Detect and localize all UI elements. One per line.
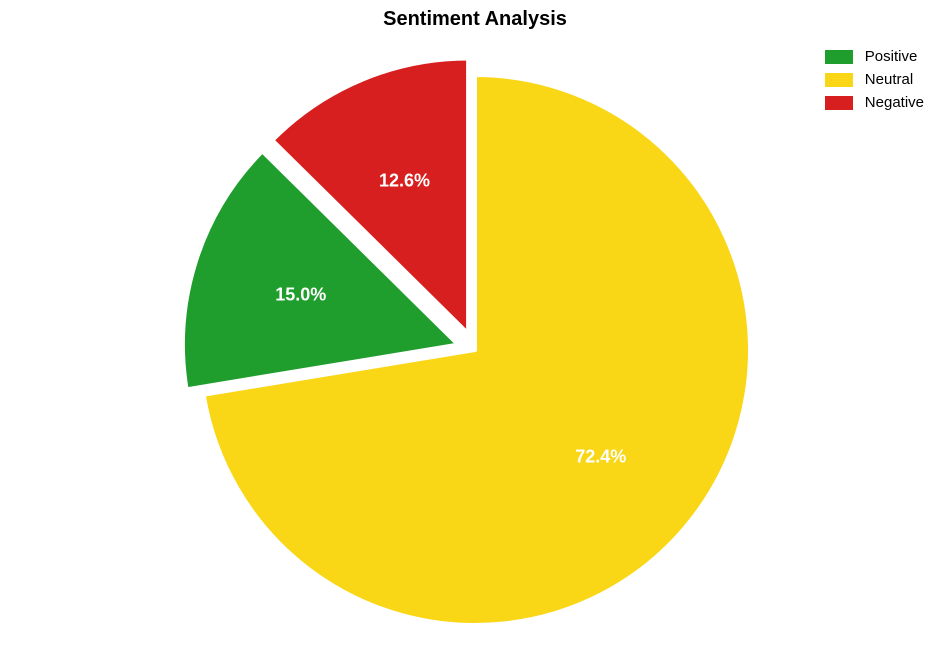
legend-item-neutral: Neutral — [825, 71, 924, 88]
pie-svg — [0, 0, 950, 662]
legend-label-neutral: Neutral — [865, 71, 913, 88]
legend-swatch-positive — [825, 50, 853, 64]
legend-item-negative: Negative — [825, 94, 924, 111]
legend-label-positive: Positive — [865, 48, 918, 65]
legend-item-positive: Positive — [825, 48, 924, 65]
legend-swatch-neutral — [825, 73, 853, 87]
slice-label-positive: 15.0% — [275, 284, 326, 305]
slice-label-negative: 12.6% — [379, 171, 430, 192]
legend: Positive Neutral Negative — [825, 48, 924, 117]
sentiment-pie-chart: Sentiment Analysis PositiveNeutralNegati… — [0, 0, 950, 662]
slice-label-neutral: 72.4% — [575, 446, 626, 467]
legend-swatch-negative — [825, 96, 853, 110]
legend-label-negative: Negative — [865, 94, 924, 111]
